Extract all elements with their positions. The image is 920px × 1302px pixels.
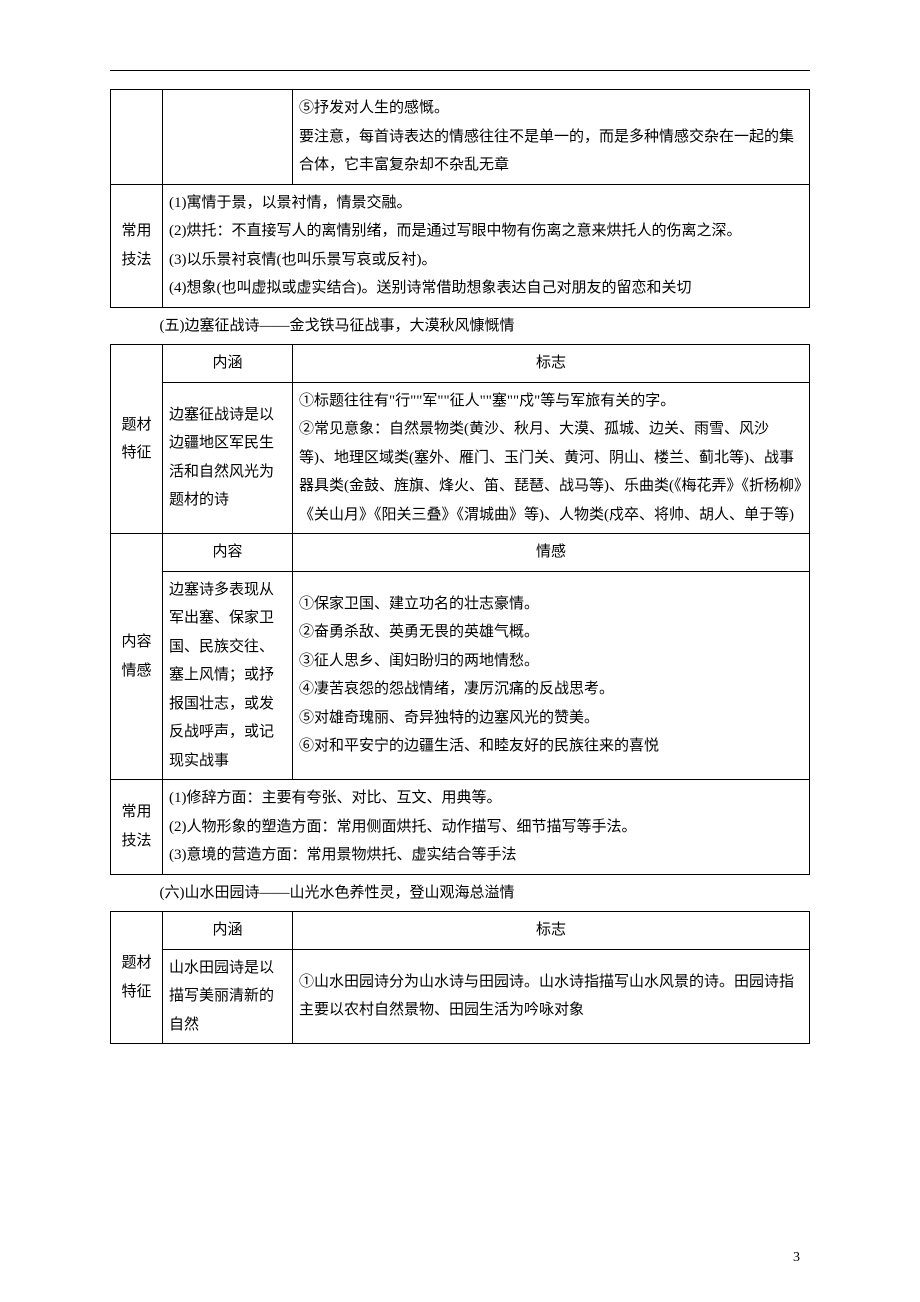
top-rule — [110, 70, 810, 71]
cell-text: 边塞征战诗是以边疆地区军民生活和自然风光为题材的诗 — [163, 382, 293, 534]
col-header: 内涵 — [163, 912, 293, 950]
section-title-6: (六)山水田园诗——山光水色养性灵，登山观海总溢情 — [110, 879, 810, 908]
table-continuation: ⑤抒发对人生的感慨。 要注意，每首诗表达的情感往往不是单一的，而是多种情感交杂在… — [110, 89, 810, 308]
cell-text: ①保家卫国、建立功名的壮志豪情。 ②奋勇杀敌、英勇无畏的英雄气概。 ③征人思乡、… — [293, 571, 810, 780]
cell-text: ①山水田园诗分为山水诗与田园诗。山水诗指描写山水风景的诗。田园诗指主要以农村自然… — [293, 949, 810, 1044]
col-header: 标志 — [293, 912, 810, 950]
section-title-5: (五)边塞征战诗——金戈铁马征战事，大漠秋风慷慨情 — [110, 312, 810, 341]
table-row: 山水田园诗是以描写美丽清新的自然 ①山水田园诗分为山水诗与田园诗。山水诗指描写山… — [111, 949, 810, 1044]
cell-text: ①标题往往有"行""军""征人""塞""戍"等与军旅有关的字。 ②常见意象：自然… — [293, 382, 810, 534]
table-border-war: 题材特征 内涵 标志 边塞征战诗是以边疆地区军民生活和自然风光为题材的诗 ①标题… — [110, 344, 810, 875]
cell-text: (1)修辞方面：主要有夸张、对比、互文、用典等。 (2)人物形象的塑造方面：常用… — [163, 780, 810, 875]
table-row: 内容情感 内容 情感 — [111, 534, 810, 572]
row-label: 题材特征 — [111, 912, 163, 1044]
cell-text: 边塞诗多表现从军出塞、保家卫国、民族交往、塞上风情；或抒报国壮志，或发反战呼声，… — [163, 571, 293, 780]
table-row: 常用技法 (1)修辞方面：主要有夸张、对比、互文、用典等。 (2)人物形象的塑造… — [111, 780, 810, 875]
cell-text: ⑤抒发对人生的感慨。 要注意，每首诗表达的情感往往不是单一的，而是多种情感交杂在… — [293, 90, 810, 185]
table-row: 边塞诗多表现从军出塞、保家卫国、民族交往、塞上风情；或抒报国壮志，或发反战呼声，… — [111, 571, 810, 780]
row-label: 题材特征 — [111, 345, 163, 534]
cell-empty — [163, 90, 293, 185]
col-header: 内涵 — [163, 345, 293, 383]
row-label: 常用技法 — [111, 184, 163, 307]
col-header: 内容 — [163, 534, 293, 572]
cell-text: 山水田园诗是以描写美丽清新的自然 — [163, 949, 293, 1044]
table-row: 常用技法 (1)寓情于景，以景衬情，情景交融。 (2)烘托：不直接写人的离情别绪… — [111, 184, 810, 307]
table-landscape: 题材特征 内涵 标志 山水田园诗是以描写美丽清新的自然 ①山水田园诗分为山水诗与… — [110, 911, 810, 1044]
row-label: 常用技法 — [111, 780, 163, 875]
col-header: 标志 — [293, 345, 810, 383]
table-row: 边塞征战诗是以边疆地区军民生活和自然风光为题材的诗 ①标题往往有"行""军""征… — [111, 382, 810, 534]
page-number: 3 — [793, 1245, 800, 1272]
row-label: 内容情感 — [111, 534, 163, 780]
col-header: 情感 — [293, 534, 810, 572]
cell-text: (1)寓情于景，以景衬情，情景交融。 (2)烘托：不直接写人的离情别绪，而是通过… — [163, 184, 810, 307]
cell-empty — [111, 90, 163, 185]
table-row: ⑤抒发对人生的感慨。 要注意，每首诗表达的情感往往不是单一的，而是多种情感交杂在… — [111, 90, 810, 185]
table-row: 题材特征 内涵 标志 — [111, 912, 810, 950]
table-row: 题材特征 内涵 标志 — [111, 345, 810, 383]
